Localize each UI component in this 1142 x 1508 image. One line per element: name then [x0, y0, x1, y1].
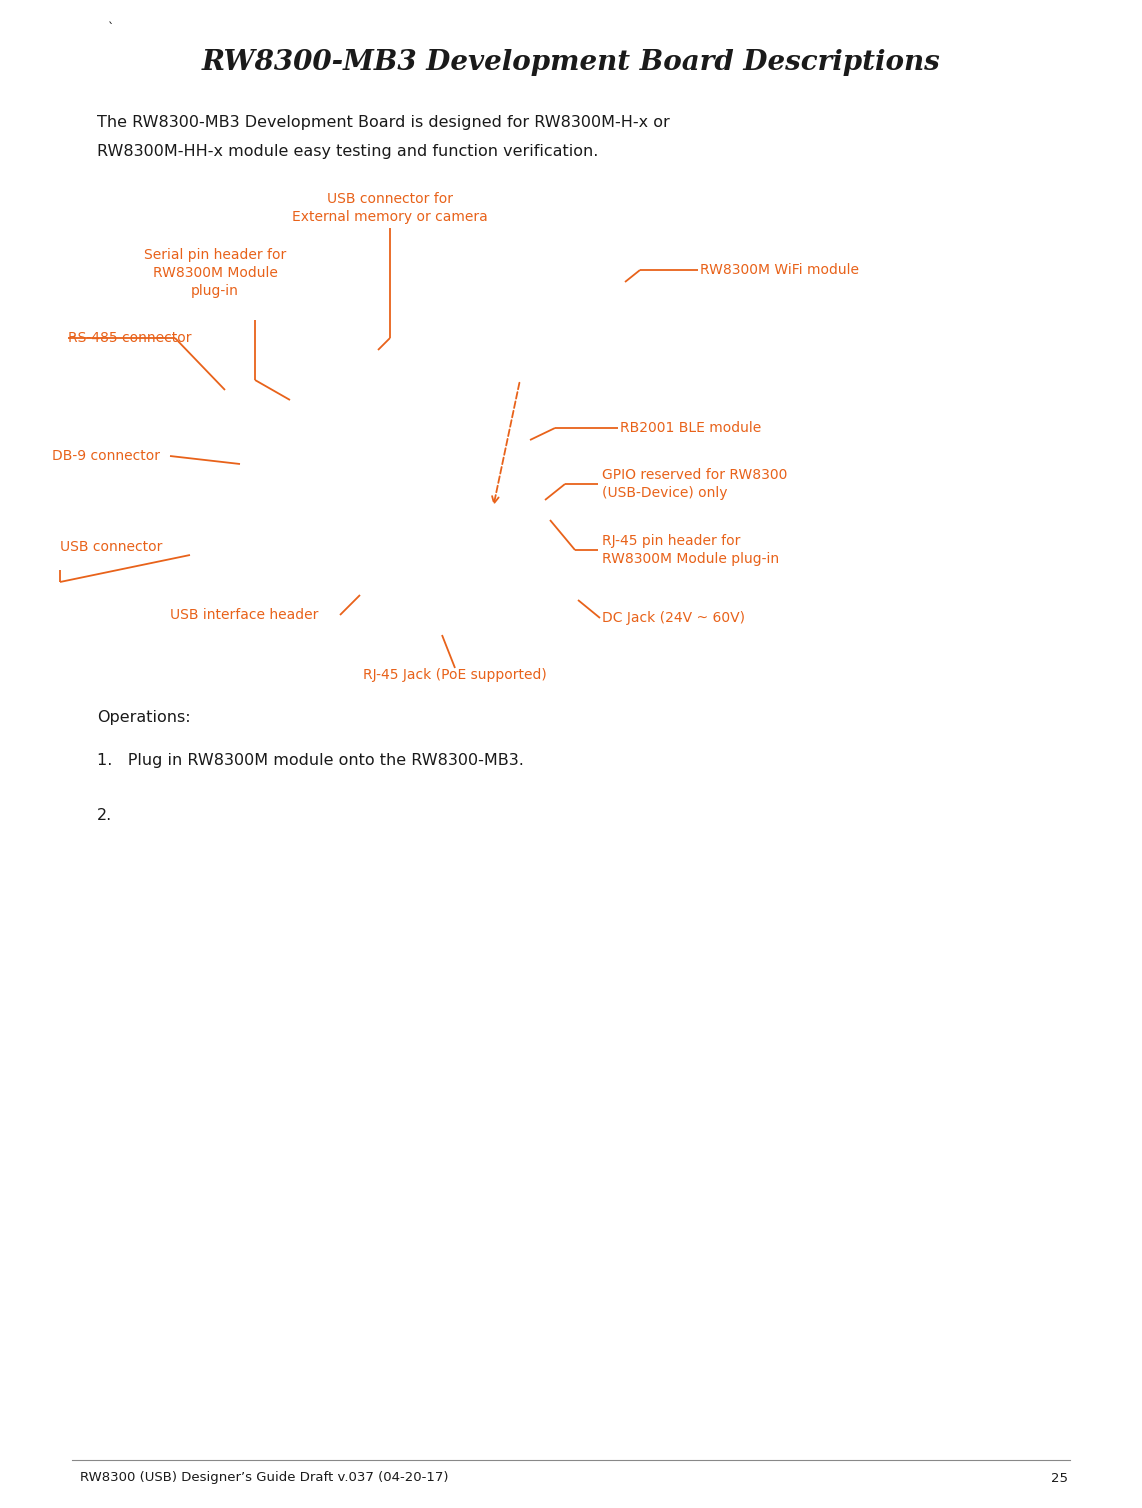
Text: RS-485 connector: RS-485 connector [69, 330, 192, 345]
Text: 2.: 2. [97, 808, 112, 823]
Text: USB connector for
External memory or camera: USB connector for External memory or cam… [292, 192, 488, 223]
Text: Serial pin header for
RW8300M Module
plug-in: Serial pin header for RW8300M Module plu… [144, 247, 287, 297]
Text: DB-9 connector: DB-9 connector [53, 449, 160, 463]
Text: GPIO reserved for RW8300
(USB-Device) only: GPIO reserved for RW8300 (USB-Device) on… [602, 467, 787, 501]
Text: RW8300M WiFi module: RW8300M WiFi module [700, 262, 859, 277]
Text: The RW8300-MB3 Development Board is designed for RW8300M-H-x or: The RW8300-MB3 Development Board is desi… [97, 115, 669, 130]
Text: 1.   Plug in RW8300M module onto the RW8300-MB3.: 1. Plug in RW8300M module onto the RW830… [97, 752, 524, 768]
Text: RJ-45 Jack (PoE supported): RJ-45 Jack (PoE supported) [363, 668, 547, 682]
Text: RB2001 BLE module: RB2001 BLE module [620, 421, 762, 434]
Text: 25: 25 [1051, 1472, 1068, 1484]
Text: RJ-45 pin header for
RW8300M Module plug-in: RJ-45 pin header for RW8300M Module plug… [602, 534, 779, 566]
Text: RW8300-MB3 Development Board Descriptions: RW8300-MB3 Development Board Description… [202, 50, 940, 77]
Text: USB interface header: USB interface header [170, 608, 319, 621]
Text: USB connector: USB connector [61, 540, 162, 553]
Text: RW8300M-HH-x module easy testing and function verification.: RW8300M-HH-x module easy testing and fun… [97, 143, 598, 158]
Text: Operations:: Operations: [97, 710, 191, 725]
Text: DC Jack (24V ~ 60V): DC Jack (24V ~ 60V) [602, 611, 745, 624]
Text: RW8300 (USB) Designer’s Guide Draft v.037 (04-20-17): RW8300 (USB) Designer’s Guide Draft v.03… [80, 1472, 449, 1484]
Text: `: ` [108, 23, 114, 35]
